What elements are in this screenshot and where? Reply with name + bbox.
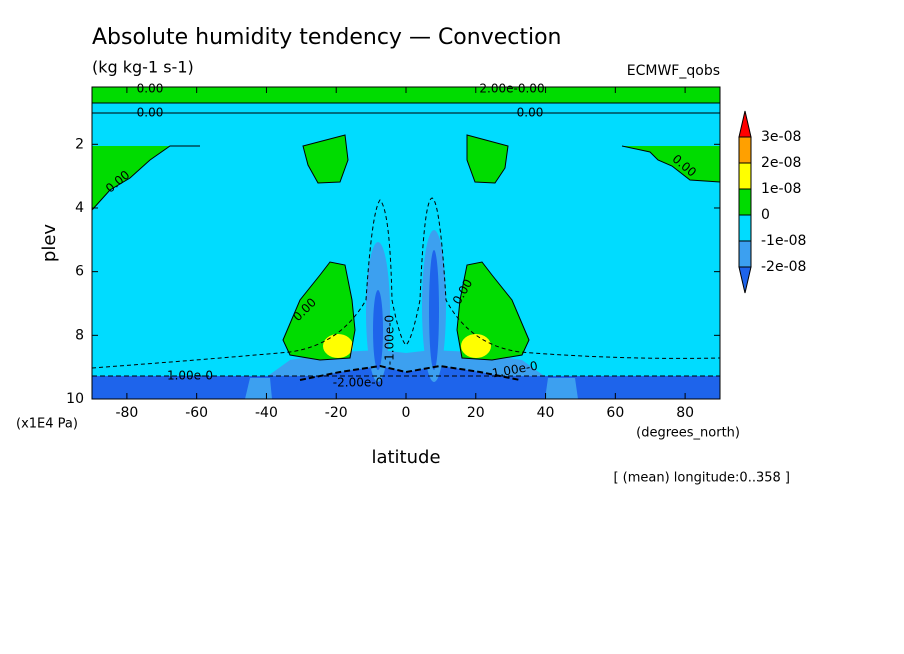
y-tick-label: 10 [66,391,84,407]
y-tick-label: 2 [75,136,84,152]
contour-label: 1.00e-0 [167,369,213,383]
chart-title: Absolute humidity tendency — Convection [92,25,562,50]
x-tick-label: -80 [115,405,138,421]
x-tick-label: 40 [537,405,555,421]
colorbar-label: -1e-08 [761,233,806,249]
region [92,87,720,399]
colorbar-cell [738,266,752,294]
y-unit: (x1E4 Pa) [16,417,78,432]
colorbar-cell [738,110,752,138]
region [429,250,439,370]
contour-label: 0.00 [137,82,164,96]
region [92,87,720,103]
colorbar-label: 3e-08 [761,129,801,145]
x-tick-label: 60 [606,405,624,421]
colorbar-cell [738,240,752,268]
colorbar-label: 1e-08 [761,181,801,197]
region [323,334,353,358]
contour-label: 0.00 [137,106,164,120]
region [461,334,491,358]
x-tick-label: -40 [255,405,278,421]
x-tick-label: -60 [185,405,208,421]
region [290,366,530,399]
region [373,290,383,370]
contour-label: -1.00e-0 [383,315,397,365]
x-tick-label: 0 [402,405,411,421]
colorbar-cell [738,162,752,190]
region [92,146,170,210]
colorbar-label: -2e-08 [761,259,806,275]
y-tick-label: 6 [75,264,84,280]
colorbar-cell [738,188,752,216]
contour-label: -2.00e-0 [333,376,383,390]
y-tick-label: 8 [75,327,84,343]
source: ECMWF_qobs [627,63,720,79]
colorbar-label: 2e-08 [761,155,801,171]
x-axis-label: latitude [371,447,440,468]
x-tick-label: 20 [467,405,485,421]
region [467,135,508,183]
colorbar-cell [738,136,752,164]
contour-label: 0.00 [517,106,544,120]
contour-field [91,87,721,399]
x-tick-label: 80 [676,405,694,421]
colorbar-label: 0 [761,207,770,223]
region [622,146,720,182]
contour-label: 2.00e-0.00 [479,82,544,96]
x-tick-label: -20 [325,405,348,421]
subtitle: (kg kg-1 s-1) [92,58,194,77]
x-unit: (degrees_north) [636,426,740,441]
colorbar-cell [738,214,752,242]
region [303,135,348,183]
y-tick-label: 4 [75,200,84,216]
note: [ (mean) longitude:0..358 ] [613,471,790,486]
y-axis-label: plev [39,224,60,263]
